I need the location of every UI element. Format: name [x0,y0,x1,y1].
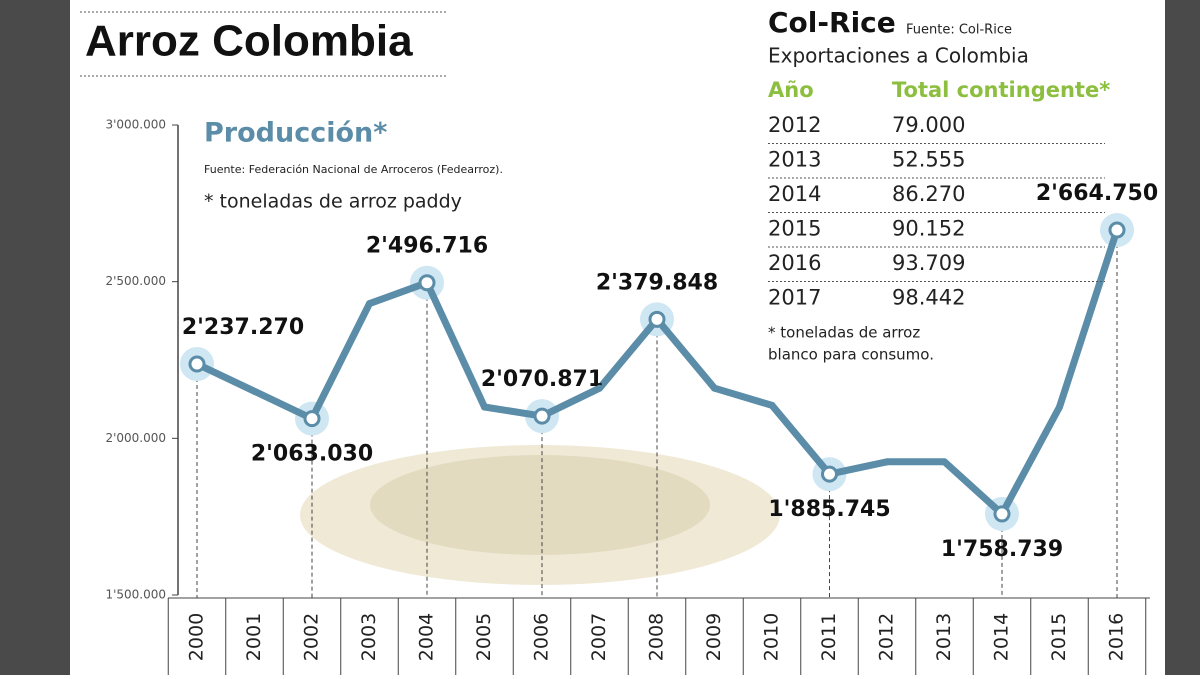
marker [1056,403,1063,411]
x-tick-label: 2011 [818,613,840,661]
x-tick-label: 2008 [646,613,668,661]
marker [883,458,891,466]
x-tick-label: 2005 [473,613,495,661]
x-tick-label: 2001 [243,613,265,661]
side-bar [1165,0,1200,675]
marker [533,407,551,425]
table-cell: 2013 [768,148,821,172]
y-tick-label: 3'000.000 [105,118,166,132]
table-title: Col-Rice [768,6,896,39]
table-header: Año [768,78,814,102]
table-cell: 52.555 [892,148,965,172]
data-label: 2'379.848 [596,270,718,295]
marker [481,403,488,411]
x-tick-label: 2015 [1048,613,1070,661]
x-tick-label: 2012 [876,613,898,661]
y-tick-label: 1'500.000 [105,588,166,602]
x-tick-label: 2000 [186,613,208,661]
marker [596,384,603,392]
marker [768,401,776,409]
marker [993,505,1011,523]
marker [711,384,718,392]
y-tick-label: 2'000.000 [105,431,166,445]
table-source: Fuente: Col-Rice [906,23,1012,38]
table-cell: 2016 [768,251,821,275]
page-title: Arroz Colombia [85,17,413,66]
table-header: Total contingente* [892,78,1110,102]
chart-note: * toneladas de arroz paddy [204,191,462,213]
side-bar [0,0,70,675]
x-tick-label: 2003 [358,613,380,661]
table-cell: 2014 [768,182,821,206]
table-cell: 98.442 [892,286,965,310]
data-label: 2'496.716 [366,234,488,259]
table-cell: 93.709 [892,251,965,275]
chart-title: Producción* [204,118,387,149]
table-cell: 2015 [768,217,821,241]
x-tick-label: 2006 [531,613,553,661]
x-tick-label: 2016 [1106,613,1128,661]
marker [366,300,373,308]
table-note: * toneladas de arroz [768,324,920,342]
marker [1108,221,1126,239]
x-tick-label: 2002 [301,613,323,661]
data-label: 2'664.750 [1036,181,1158,206]
marker [941,458,948,466]
x-tick-label: 2013 [933,613,955,661]
table-cell: 2012 [768,113,821,137]
table-subtitle: Exportaciones a Colombia [768,44,1029,68]
marker [188,355,206,373]
table-cell: 86.270 [892,182,965,206]
x-tick-label: 2010 [761,613,783,661]
table-cell: 2017 [768,286,821,310]
data-label: 1'885.745 [768,497,890,522]
x-tick-label: 2007 [588,613,610,661]
x-tick-label: 2014 [991,613,1013,661]
rice-image [370,455,710,555]
chart-source: Fuente: Federación Nacional de Arroceros… [204,163,503,176]
marker [303,410,321,428]
y-tick-label: 2'500.000 [105,274,166,288]
x-tick-label: 2004 [416,613,438,661]
table-note: blanco para consumo. [768,346,934,364]
data-label: 2'070.871 [481,367,603,392]
marker [251,387,258,395]
table-cell: 90.152 [892,217,965,241]
table-cell: 79.000 [892,113,965,137]
data-label: 2'237.270 [182,315,304,340]
x-tick-label: 2009 [703,613,725,661]
marker [418,274,436,292]
marker [821,465,838,483]
marker [648,310,666,328]
data-label: 2'063.030 [251,442,373,467]
data-label: 1'758.739 [941,537,1063,562]
